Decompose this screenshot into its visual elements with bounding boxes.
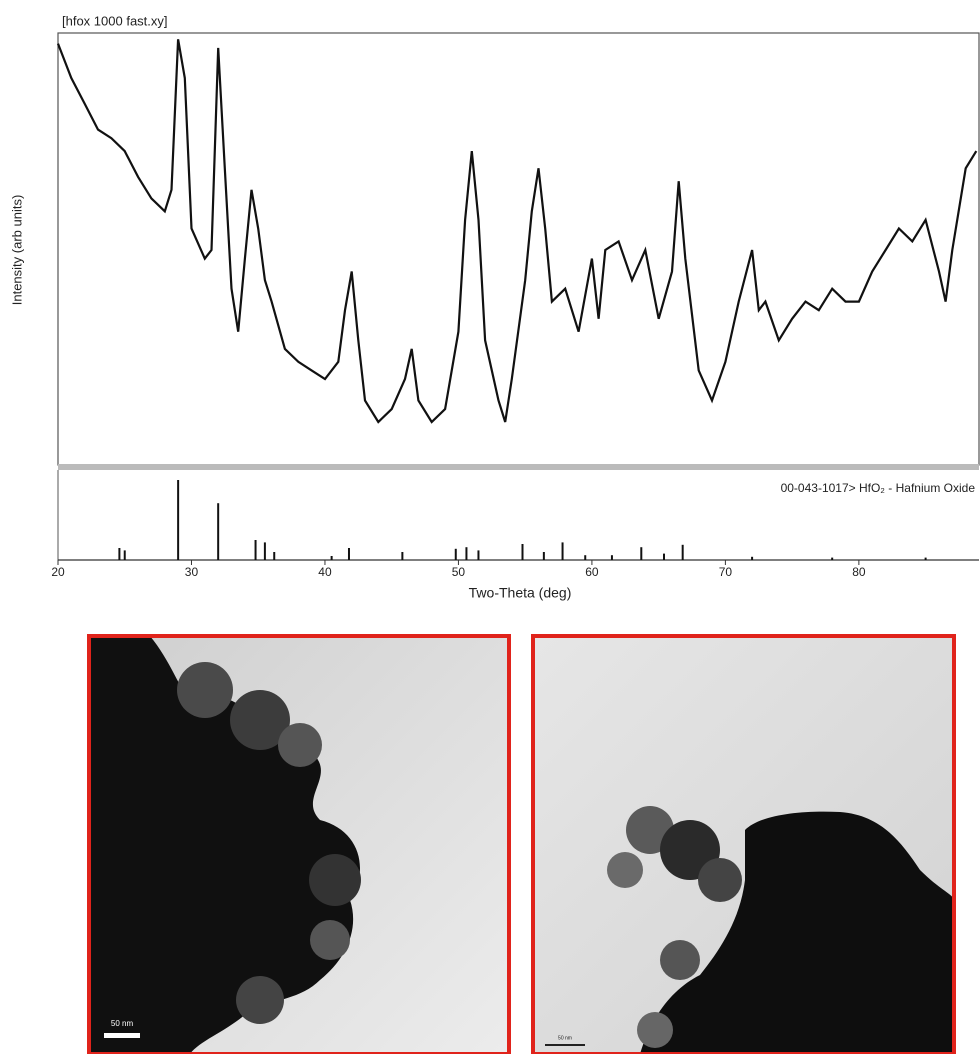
particle (309, 854, 361, 906)
x-tick-label: 40 (318, 565, 332, 579)
y-axis-label: Intensity (arb units) (9, 195, 24, 306)
particle (278, 723, 322, 767)
particle (310, 920, 350, 960)
particle (698, 858, 742, 902)
image-frame (531, 634, 956, 1054)
x-axis-label: Two-Theta (deg) (469, 585, 572, 601)
x-tick-label: 60 (585, 565, 599, 579)
plot-frame (57, 32, 980, 466)
image-frame (87, 634, 511, 1054)
reference-label: 00-043-1017> HfO₂ - Hafnium Oxide (781, 481, 976, 495)
scale-label: 50 nm (558, 1035, 572, 1041)
scale-label: 50 nm (111, 1019, 134, 1028)
panel-separator (58, 464, 979, 470)
particle (637, 1012, 673, 1048)
particle (177, 662, 233, 718)
x-tick-label: 80 (852, 565, 866, 579)
x-tick-label: 20 (51, 565, 65, 579)
particle (236, 976, 284, 1024)
x-tick-label: 70 (719, 565, 733, 579)
scale-bar (104, 1033, 140, 1038)
particle (660, 940, 700, 980)
x-tick-label: 50 (452, 565, 466, 579)
particle (230, 690, 290, 750)
intensity-trace (56, 39, 978, 424)
tem-image-2: 50 nm (531, 634, 956, 1054)
particle-mass (640, 811, 954, 1054)
x-tick-label: 30 (185, 565, 199, 579)
chart-title: [hfox 1000 fast.xy] (62, 13, 168, 28)
scale-bar (545, 1044, 585, 1046)
tem-image-1: 50 nm (87, 634, 511, 1054)
particle (607, 852, 643, 888)
